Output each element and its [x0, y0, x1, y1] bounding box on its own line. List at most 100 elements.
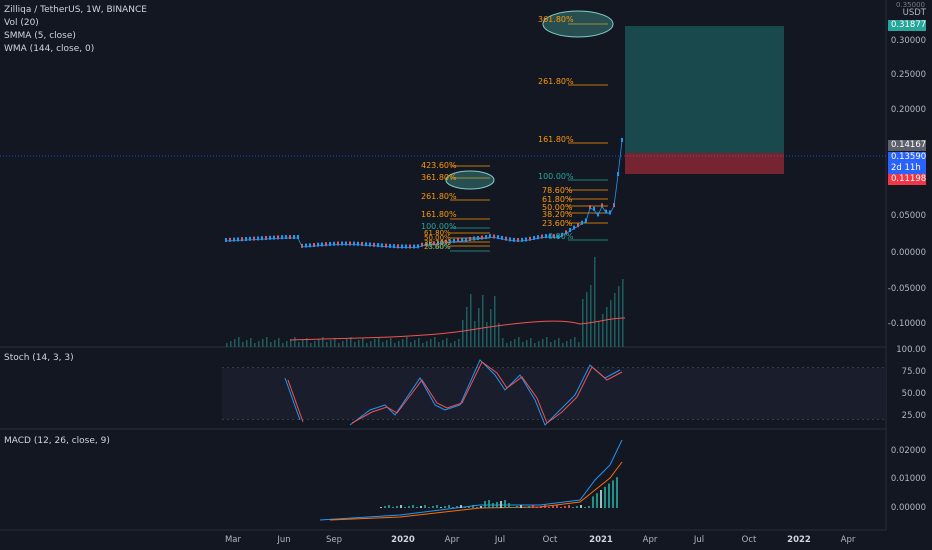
- volume-bar: [442, 340, 444, 347]
- volume-bar: [498, 323, 500, 347]
- volume-bar: [230, 341, 232, 347]
- price-candle: [453, 238, 455, 243]
- price-candle: [401, 244, 403, 249]
- indicator-wma[interactable]: WMA (144, close, 0): [4, 44, 95, 54]
- stoch-k-line: [284, 359, 621, 426]
- price-candle: [361, 241, 363, 246]
- price-candle: [417, 244, 419, 249]
- price-candle: [281, 235, 283, 240]
- macd-histogram-bar: [444, 506, 446, 508]
- macd-histogram-bar: [496, 502, 498, 508]
- stoch-label[interactable]: Stoch (14, 3, 3): [4, 353, 74, 363]
- symbol-title[interactable]: Zilliqa / TetherUS, 1W, BINANCE: [4, 5, 147, 15]
- volume-bar: [402, 339, 404, 347]
- volume-bar: [474, 321, 476, 347]
- volume-bar: [242, 342, 244, 347]
- volume-bar: [362, 338, 364, 347]
- macd-histogram-bar: [464, 507, 466, 508]
- price-candle: [373, 242, 375, 247]
- price-candle: [541, 234, 543, 239]
- volume-bar: [286, 341, 288, 347]
- price-candle: [369, 242, 371, 247]
- price-candle: [509, 237, 511, 242]
- price-candle: [425, 242, 427, 247]
- macd-histogram-bar: [484, 501, 486, 508]
- price-candle: [537, 235, 539, 240]
- macd-histogram-bar: [596, 493, 598, 508]
- volume-bar: [446, 338, 448, 347]
- macd-line: [319, 439, 623, 521]
- time-tick: Sep: [325, 535, 343, 545]
- price-candle: [621, 138, 623, 142]
- macd-histogram-bar: [564, 506, 566, 508]
- fib-label: 50.00%: [424, 234, 451, 242]
- volume-bar: [262, 339, 264, 347]
- price-candle: [297, 235, 299, 239]
- fib-label: 100.00%: [538, 172, 574, 181]
- price-candle: [409, 244, 411, 249]
- price-candle: [489, 234, 491, 239]
- price-candle: [569, 228, 571, 232]
- volume-bar: [374, 339, 376, 347]
- time-tick: Apr: [642, 535, 658, 545]
- price-tick: 0.00000: [890, 248, 926, 258]
- fib-label: 38.20%: [542, 210, 573, 219]
- volume-bar: [290, 339, 292, 347]
- volume-bar: [454, 341, 456, 347]
- macd-histogram-bar: [588, 506, 590, 508]
- indicator-volume[interactable]: Vol (20): [4, 18, 39, 28]
- volume-bar: [430, 339, 432, 347]
- price-candle: [577, 223, 579, 228]
- highlight-ellipse: [542, 10, 614, 38]
- price-candle: [493, 234, 495, 239]
- volume-bar: [494, 296, 496, 347]
- volume-bar: [278, 338, 280, 347]
- price-candle: [289, 235, 291, 239]
- macd-label[interactable]: MACD (12, 26, close, 9): [4, 436, 110, 446]
- target-zone: [625, 26, 784, 153]
- fib-label: 23.60%: [424, 243, 451, 251]
- volume-bar: [386, 340, 388, 347]
- indicator-smma[interactable]: SMMA (5, close): [4, 31, 76, 41]
- volume-bar: [414, 340, 416, 347]
- price-candle: [305, 243, 307, 248]
- price-candle: [469, 237, 471, 241]
- macd-histogram-bar: [580, 505, 582, 508]
- volume-bar: [246, 340, 248, 347]
- fib-label: 23.60%: [542, 219, 573, 228]
- price-candle: [505, 236, 507, 241]
- volume-bar: [338, 343, 340, 347]
- volume-bar: [458, 339, 460, 347]
- stoch-band-fill: [222, 368, 886, 419]
- volume-bar: [226, 343, 228, 347]
- volume-bar: [522, 342, 524, 347]
- price-candle: [441, 240, 443, 245]
- target-price-tag: 0.31877: [888, 20, 926, 31]
- macd-histogram-bar: [616, 477, 618, 508]
- stoch-tick: 50.00: [901, 389, 926, 399]
- macd-histogram-bar: [504, 500, 506, 508]
- volume-bar: [526, 340, 528, 347]
- price-candle: [381, 243, 383, 248]
- macd-histogram-bar: [416, 507, 418, 508]
- fib-label: 261.80%: [538, 77, 574, 86]
- price-candle: [557, 234, 559, 239]
- volume-bar: [266, 337, 268, 347]
- volume-bar: [254, 343, 256, 347]
- macd-histogram-bar: [428, 507, 430, 508]
- smma-line: [225, 140, 623, 248]
- price-candle: [521, 237, 523, 242]
- macd-histogram-bar: [404, 507, 406, 508]
- volume-bar: [550, 342, 552, 347]
- macd-histogram-bar: [532, 505, 534, 508]
- price-candle: [545, 234, 547, 239]
- price-candle: [397, 244, 399, 249]
- price-candle: [273, 235, 275, 240]
- time-tick-year: 2022: [787, 535, 811, 545]
- volume-bar: [542, 339, 544, 347]
- volume-bar: [530, 338, 532, 347]
- price-tick: -0.10000: [887, 319, 926, 329]
- price-candle: [237, 237, 239, 242]
- volume-bar: [354, 342, 356, 347]
